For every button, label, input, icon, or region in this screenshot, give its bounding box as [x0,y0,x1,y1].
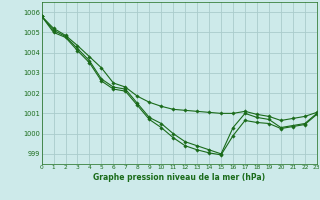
X-axis label: Graphe pression niveau de la mer (hPa): Graphe pression niveau de la mer (hPa) [93,173,265,182]
